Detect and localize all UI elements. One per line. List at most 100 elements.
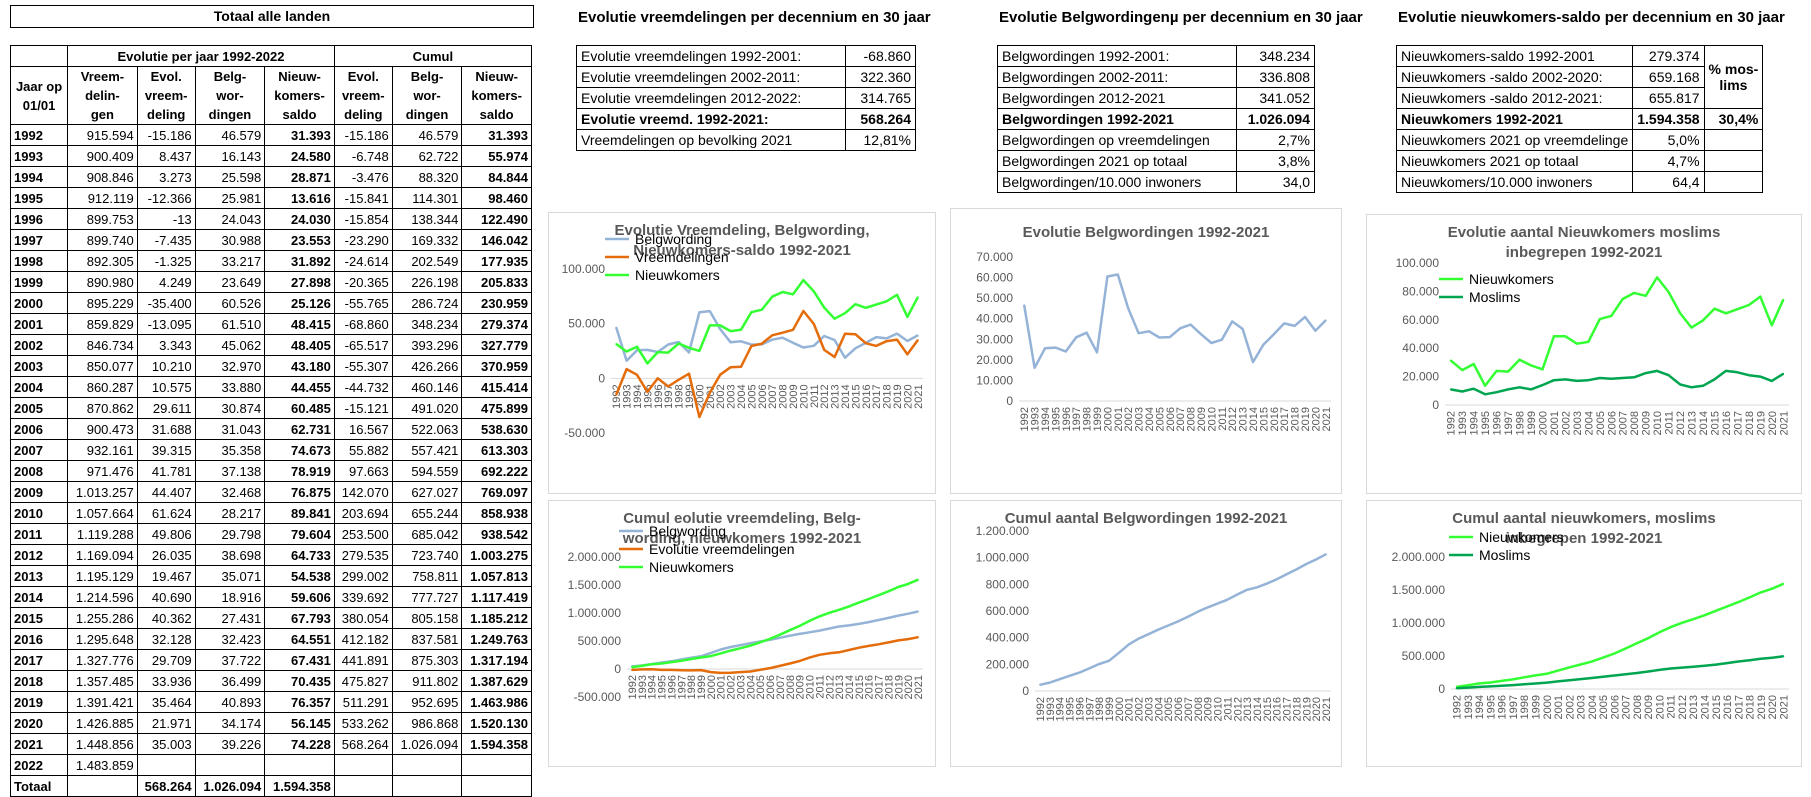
x-tick-label: 2017	[1732, 411, 1744, 435]
data-point	[636, 345, 638, 348]
x-tick-label: 2021	[1321, 697, 1333, 721]
data-point	[1256, 586, 1258, 589]
x-tick-label: 2016	[1272, 697, 1284, 721]
data-point	[1636, 672, 1638, 674]
data-point	[1518, 358, 1521, 361]
data-point	[1177, 620, 1179, 623]
table-cell: 1997	[9, 229, 69, 251]
y-tick-label: 1.500.000	[1392, 583, 1446, 597]
x-tick-label: 2003	[1572, 411, 1584, 435]
table-cell: 19.467	[136, 565, 196, 587]
data-point	[1196, 610, 1199, 613]
data-point	[771, 295, 774, 298]
table-cell: 2014	[9, 586, 69, 608]
data-point	[1590, 677, 1593, 679]
table-column-header-line: Evol.	[150, 69, 182, 84]
chart-title: Cumul aantal Belgwordingen 1992-2021	[1005, 510, 1288, 527]
data-point	[1681, 621, 1683, 624]
table-cell: 44.455	[264, 376, 335, 398]
table-cell: 279.535	[333, 544, 393, 566]
table-cell: 76.875	[264, 481, 335, 503]
data-point	[1478, 682, 1481, 685]
data-point	[1507, 370, 1509, 373]
chart-title: Evolutie Vreemdeling, Belgwording,	[614, 222, 869, 239]
data-point	[615, 394, 618, 396]
y-tick-label: 1.200.000	[976, 524, 1030, 538]
table-cell: 2005	[9, 397, 69, 419]
data-point	[897, 586, 900, 588]
data-point	[1575, 379, 1578, 382]
x-tick-label: 2018	[883, 675, 895, 699]
table-cell: -6.748	[333, 145, 393, 167]
data-point	[1679, 312, 1681, 314]
x-tick-label: 1994	[647, 675, 659, 699]
table-cell: 522.063	[391, 418, 463, 440]
x-tick-label: 2011	[1664, 411, 1676, 435]
table-total-cell	[461, 775, 532, 797]
table-column-header-line: Vreem-	[80, 69, 125, 84]
data-point	[887, 590, 890, 593]
x-tick-label: 2014	[1252, 697, 1264, 721]
data-point	[760, 308, 763, 311]
y-tick-label: -50.000	[564, 426, 605, 440]
x-tick-label: 2005	[1154, 407, 1166, 431]
table-cell: 952.695	[391, 691, 463, 713]
table-cell: 777.727	[391, 586, 463, 608]
data-point	[1747, 374, 1750, 377]
x-tick-label: 2006	[1173, 697, 1185, 721]
stats-label: Evolutie vreemdelingen 1992-2001:	[575, 45, 847, 67]
data-point	[1669, 626, 1672, 628]
x-tick-label: 2019	[1300, 407, 1312, 431]
data-point	[1246, 588, 1249, 591]
stats-value: 1.594.358	[1632, 108, 1705, 130]
table-cell: 33.936	[136, 670, 196, 692]
x-tick-label: 2003	[1143, 697, 1155, 721]
table-cell: 30.874	[194, 397, 266, 419]
table-cell: 33.880	[194, 376, 266, 398]
table-row: 2017 1.327.776 29.709 37.722 67.431 441.891 87…	[9, 649, 532, 671]
data-point	[729, 649, 732, 652]
table-cell: 59.606	[264, 586, 335, 608]
data-point	[1782, 298, 1785, 301]
table-row: 2021 1.448.856 35.003 39.226 74.228 568.264 1.…	[9, 733, 532, 755]
table-cell: 33.217	[194, 250, 266, 272]
table-cell: 35.071	[194, 565, 266, 587]
data-point	[1759, 295, 1762, 298]
data-point	[885, 300, 888, 303]
x-tick-label: 1993	[1457, 411, 1469, 435]
table-row: 1995 912.119 -12.366 25.981 13.616 -15.841 114…	[9, 187, 532, 209]
x-tick-label: 2007	[775, 675, 787, 699]
table-cell: 286.724	[391, 292, 463, 314]
table-cell: 895.229	[67, 292, 138, 314]
table-cell: 41.781	[136, 460, 196, 482]
table-cell: -15.854	[333, 208, 393, 230]
data-point	[1098, 663, 1101, 665]
table-row: 1992 915.594 -15.186 46.579 31.393 -15.186 46.…	[9, 124, 532, 146]
data-point	[1644, 294, 1647, 297]
table-cell: 892.305	[67, 250, 138, 272]
data-point	[1770, 379, 1773, 382]
table-cell: 27.431	[194, 607, 266, 629]
data-point	[906, 316, 909, 318]
table-row: 2020 1.426.885 21.971 34.174 56.145 533.262 98…	[9, 712, 532, 734]
data-point	[646, 349, 649, 351]
table-cell: 31.892	[264, 250, 335, 272]
x-tick-label: 2001	[705, 384, 717, 408]
table-cell: 27.898	[264, 271, 335, 293]
x-tick-label: 2011	[1666, 695, 1678, 719]
data-point	[1484, 384, 1487, 387]
x-tick-label: 2018	[882, 384, 894, 408]
stats-value: 1.026.094	[1235, 108, 1316, 130]
data-point	[917, 636, 919, 639]
x-tick-label: 2005	[746, 384, 758, 408]
data-point	[788, 662, 791, 665]
table-cell: 29.798	[194, 523, 266, 545]
table-cell: 3.343	[136, 334, 196, 356]
data-point	[798, 660, 801, 662]
data-point	[1633, 376, 1636, 379]
table-column-header-line: vreem-	[341, 88, 385, 103]
y-tick-label: 100.000	[562, 262, 606, 276]
table-cell: 37.138	[194, 460, 266, 482]
table-cell: 98.460	[461, 187, 532, 209]
data-point	[1782, 372, 1785, 375]
